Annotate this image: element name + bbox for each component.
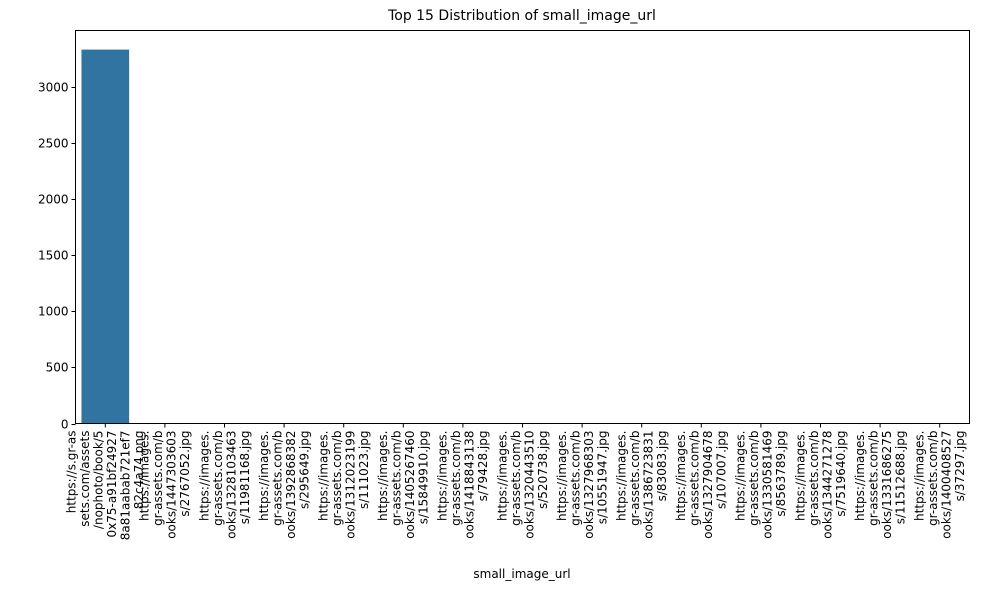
x-tick-label: gr-assets.com/b (628, 431, 642, 526)
x-tick-label: https://images. (614, 431, 628, 521)
x-tick-label: ooks/1405267460 (403, 431, 417, 539)
x-tick-label: https://images. (674, 431, 688, 521)
x-tick-label: https://images. (555, 431, 569, 521)
x-tick-label: gr-assets.com/b (747, 431, 761, 526)
x-tick-label: s/2767052.jpg (178, 431, 192, 517)
y-tick-label: 2500 (38, 137, 69, 151)
x-tick-label: gr-assets.com/b (449, 431, 463, 526)
x-tick-label: gr-assets.com/b (568, 431, 582, 526)
x-tick-label: https://images. (138, 431, 152, 521)
x-tick-label: s/520738.jpg (536, 431, 550, 510)
x-tick-label: ooks/1312023199 (343, 431, 357, 539)
x-tick-label: sets.com/assets (78, 431, 92, 527)
x-tick-label: https://images. (197, 431, 211, 521)
x-tick-label: ooks/1400408527 (939, 430, 953, 538)
x-tick-label: https://images. (912, 431, 926, 521)
x-axis-label: small_image_url (473, 567, 570, 581)
x-tick-label: https://images. (495, 431, 509, 521)
y-tick-label: 2000 (38, 193, 69, 207)
x-tick-label: /nophoto/book/5 (92, 431, 106, 530)
x-tick-label: gr-assets.com/b (688, 431, 702, 526)
y-tick-label: 500 (46, 361, 69, 375)
x-tick-label: s/7519640.jpg (834, 431, 848, 517)
x-tick-label: s/111023.jpg (357, 431, 371, 510)
x-tick-label: s/8563789.jpg (774, 431, 788, 517)
x-tick-label: https://images. (793, 431, 807, 521)
x-tick-label: ooks/1331686275 (880, 431, 894, 539)
x-axis: https://s.gr-as sets.com/assets/nophoto/b… (65, 423, 967, 541)
x-tick-label: s/11981168.jpg (238, 431, 252, 525)
x-tick-label: ooks/1328103463 (224, 431, 238, 539)
x-tick-label: gr-assets.com/b (509, 431, 523, 526)
x-tick-label: s/10551947.jpg (595, 431, 609, 525)
y-tick-label: 3000 (38, 81, 69, 95)
x-tick-label: s/83083.jpg (655, 431, 669, 502)
bars-group (81, 49, 964, 424)
x-tick-label: gr-assets.com/b (211, 431, 225, 526)
x-tick-label: 0x75-a91bf24927 (105, 431, 119, 538)
x-tick-label: s/37297.jpg (953, 430, 967, 501)
x-tick-label: gr-assets.com/b (151, 431, 165, 526)
x-tick-label: ooks/1320443510 (522, 431, 536, 539)
x-tick-label: gr-assets.com/b (866, 431, 880, 526)
x-tick-label: https://images. (734, 431, 748, 521)
chart-title: Top 15 Distribution of small_image_url (387, 8, 656, 24)
x-tick-label: ooks/1327904678 (701, 431, 715, 539)
x-tick-label: ooks/1327968303 (582, 431, 596, 539)
x-tick-label: gr-assets.com/b (390, 431, 404, 526)
x-tick-label: gr-assets.com/b (330, 431, 344, 526)
y-tick-label: 1000 (38, 305, 69, 319)
x-tick-label: s/15849910.jpg (417, 431, 431, 525)
x-tick-label: gr-assets.com/b (807, 431, 821, 526)
x-tick-label: 82c4a74.png (132, 431, 146, 510)
y-axis: 0 500 1000 1500 2000 2500 3000 (38, 81, 76, 432)
x-tick-label: gr-assets.com/b (926, 430, 940, 525)
x-tick-label: ooks/1386723831 (641, 431, 655, 539)
x-tick-label: 8a81aabab721ef7 (119, 431, 133, 541)
x-tick-label: gr-assets.com/b (270, 431, 284, 526)
x-tick-label: https://images. (853, 431, 867, 521)
x-tick-label: https://images. (376, 431, 390, 521)
x-tick-label: ooks/1344271278 (820, 431, 834, 539)
x-tick-label: https://images. (316, 431, 330, 521)
y-tick-label: 1500 (38, 249, 69, 263)
x-tick-label: https://images. (257, 431, 271, 521)
x-tick-label: ooks/1447303603 (165, 431, 179, 539)
x-tick-label: s/295649.jpg (297, 431, 311, 510)
x-tick-label: ooks/1418843138 (463, 431, 477, 539)
x-tick-label: s/11512688.jpg (893, 431, 907, 525)
x-tick-label: ooks/1392868382 (284, 431, 298, 539)
x-tick-label: s/79428.jpg (476, 431, 490, 502)
bar (81, 49, 130, 424)
plot-frame (75, 30, 970, 424)
x-tick-label: s/107007.jpg (715, 431, 729, 510)
y-tick-label: 0 (61, 418, 69, 432)
x-tick-label: https://s.gr-as (65, 431, 79, 514)
x-tick-label: https://images. (436, 431, 450, 521)
x-tick-label: ooks/1330581469 (761, 431, 775, 539)
